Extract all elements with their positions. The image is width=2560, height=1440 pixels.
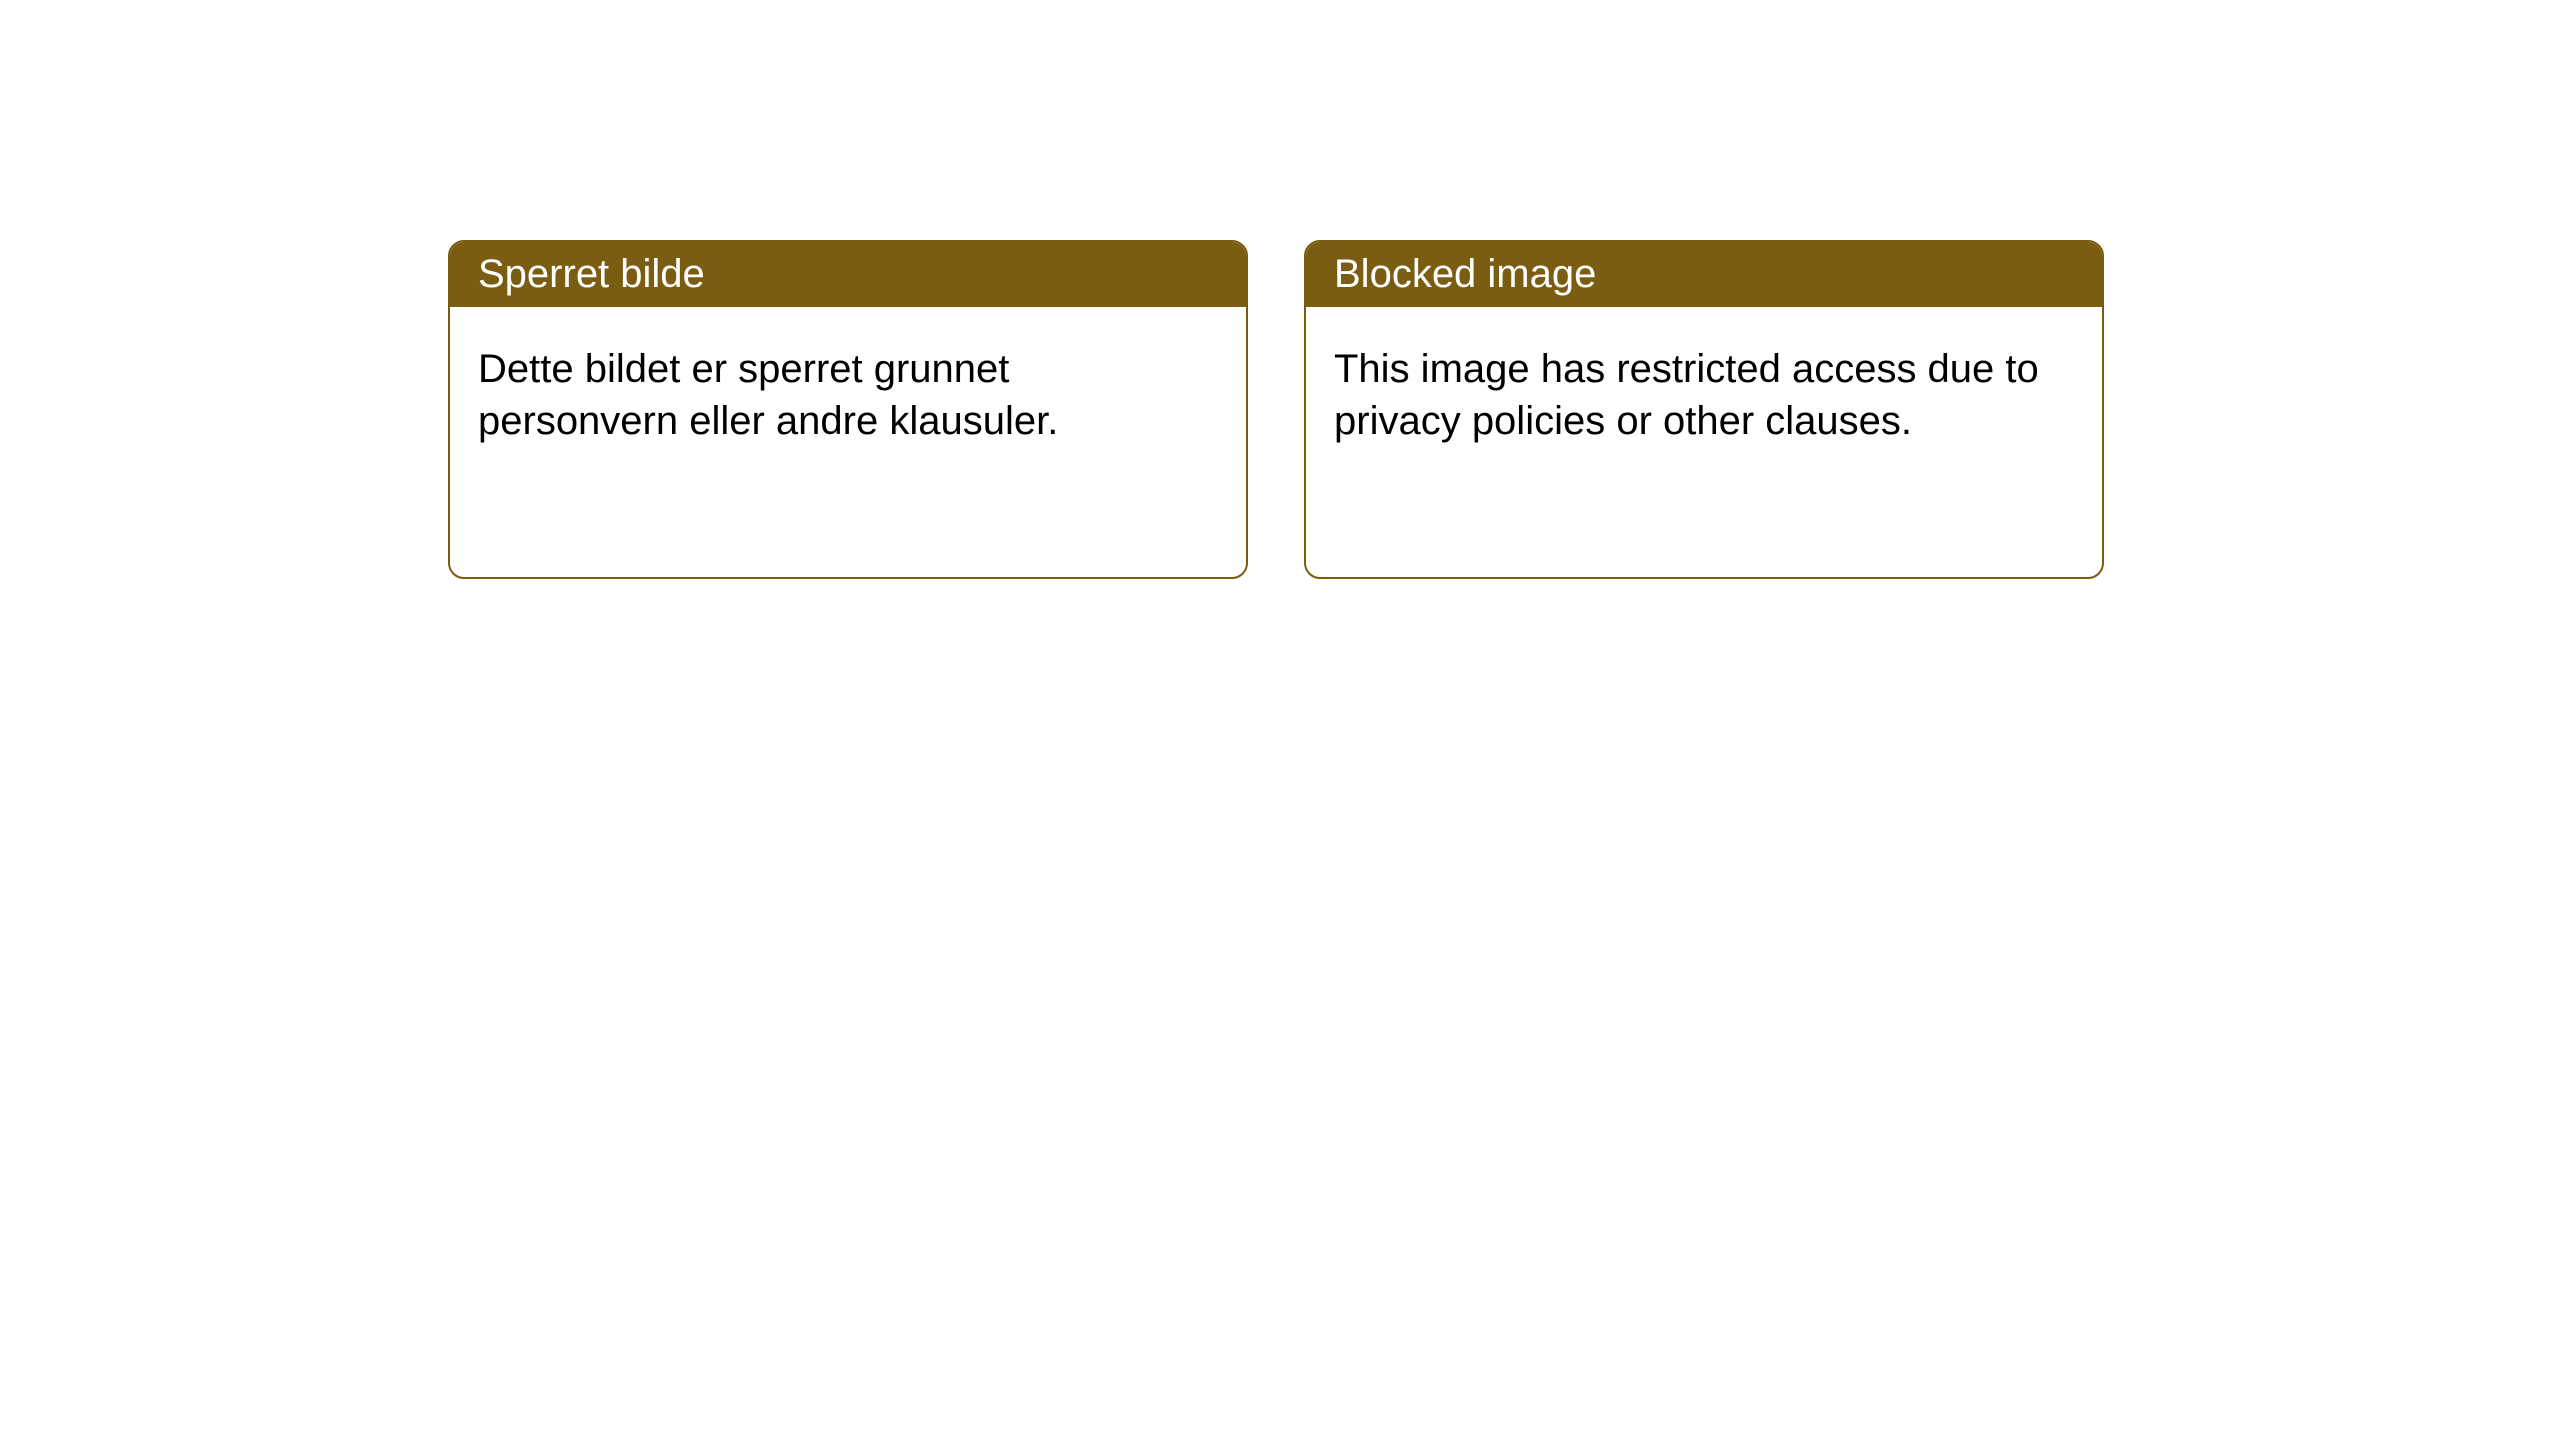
notice-header: Blocked image (1306, 242, 2102, 307)
notice-body: Dette bildet er sperret grunnet personve… (450, 307, 1246, 577)
notice-card-norwegian: Sperret bilde Dette bildet er sperret gr… (448, 240, 1248, 579)
notice-cards-container: Sperret bilde Dette bildet er sperret gr… (448, 240, 2560, 579)
notice-header: Sperret bilde (450, 242, 1246, 307)
notice-card-english: Blocked image This image has restricted … (1304, 240, 2104, 579)
notice-body: This image has restricted access due to … (1306, 307, 2102, 577)
